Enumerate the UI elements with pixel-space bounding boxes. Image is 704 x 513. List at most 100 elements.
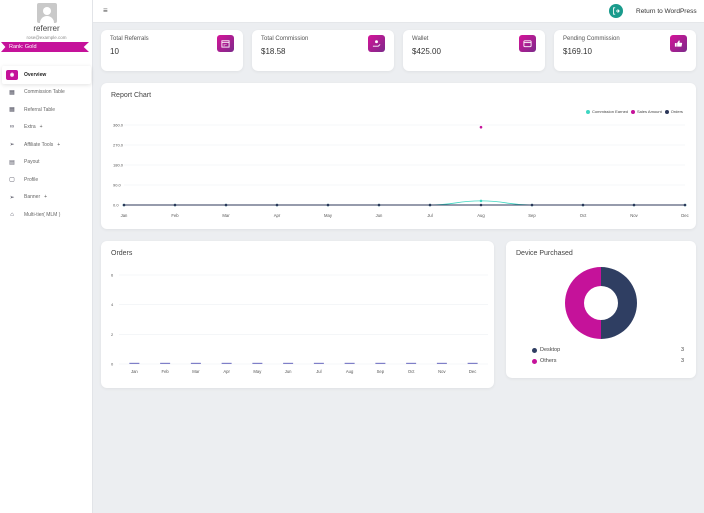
stat-value: $425.00 — [412, 47, 441, 56]
expand-plus-icon[interactable]: + — [39, 124, 43, 131]
sidebar: referrer rose@example.com Rank: Gold ◉ Ov… — [0, 0, 93, 513]
legend-swatch — [532, 347, 537, 353]
thumbs-up-icon — [670, 35, 687, 52]
stat-card-wallet: Wallet $425.00 — [403, 30, 545, 71]
data-point — [479, 199, 483, 203]
user-name: referrer — [33, 24, 60, 33]
link-icon: ∞ — [9, 124, 15, 131]
sidebar-item-label: Payout — [24, 159, 40, 166]
x-tick-label: Oct — [408, 369, 415, 374]
x-tick-label: Feb — [162, 369, 170, 374]
bar — [467, 362, 478, 364]
x-tick-label: Aug — [477, 213, 485, 218]
sidebar-item-overview[interactable]: ◉ Overview — [2, 66, 91, 84]
card-title: Report Chart — [111, 92, 152, 99]
sidebar-item-referral-table[interactable]: ▦ Referral Table — [0, 101, 93, 119]
y-tick-label: 4 — [111, 302, 114, 307]
data-point — [581, 203, 585, 207]
inbox-icon: ⌂ — [10, 211, 14, 218]
sidebar-item-label: Referral Table — [24, 106, 56, 113]
data-point — [122, 203, 126, 207]
x-tick-label: Apr — [274, 213, 281, 218]
bar — [313, 362, 324, 364]
x-tick-label: Oct — [580, 213, 587, 218]
orders-bar-chart: 0 2 4 6 Jan Feb Mar Apr May Jun Jul Aug Sep Oct Nov Dec — [111, 273, 488, 374]
x-tick-label: Nov — [438, 369, 446, 374]
card-title: Device Purchased — [516, 250, 573, 257]
legend-label: Desktop — [540, 347, 561, 353]
sidebar-item-payout[interactable]: ▤ Payout — [0, 154, 93, 172]
device-legend-value: 3 — [681, 358, 685, 364]
bar — [221, 362, 232, 364]
x-tick-label: Mar — [222, 213, 230, 218]
exit-icon[interactable] — [609, 4, 623, 18]
stat-label: Total Commission — [261, 36, 309, 42]
chart-legend: Commission Earned Sales Amount Orders — [583, 109, 683, 114]
sidebar-item-affiliate-tools[interactable]: ➢ Affiliate Tools + — [0, 136, 93, 154]
send-icon: ➢ — [9, 194, 15, 201]
expand-plus-icon[interactable]: + — [57, 141, 61, 148]
table-icon: ▦ — [9, 89, 15, 96]
x-tick-label: Mar — [192, 369, 200, 374]
legend-swatch — [631, 109, 636, 114]
sidebar-item-commission-table[interactable]: ▦ Commission Table — [0, 84, 93, 102]
device-purchased-card: Device Purchased Desktop 3 Others 3 — [506, 241, 696, 378]
stat-value: 10 — [110, 47, 119, 56]
stat-label: Pending Commission — [563, 36, 620, 42]
donut-slice-others — [565, 267, 601, 339]
stat-value: $169.10 — [563, 47, 592, 56]
data-point — [173, 203, 177, 207]
report-line-chart: 0.0 90.0 180.0 270.0 360.0 Jan Feb Mar Apr May Jun… — [113, 123, 689, 219]
avatar — [37, 3, 57, 23]
stat-card-pending-commission: Pending Commission $169.10 — [554, 30, 696, 71]
x-tick-label: Sep — [377, 369, 385, 374]
x-tick-label: Aug — [346, 369, 354, 374]
x-tick-label: Feb — [171, 213, 179, 218]
y-tick-label: 90.0 — [113, 183, 122, 188]
x-tick-label: Jul — [316, 369, 321, 374]
legend-label: Others — [540, 358, 557, 364]
sidebar-item-banner[interactable]: ➢ Banner + — [0, 189, 93, 207]
bar — [129, 362, 140, 364]
legend-label: Commission Earned — [592, 109, 629, 114]
hand-coin-icon — [368, 35, 385, 52]
sidebar-item-profile[interactable]: ▢ Profile — [0, 171, 93, 189]
y-tick-label: 180.0 — [113, 163, 124, 168]
legend-label: Sales Amount — [637, 109, 662, 114]
table-icon: ▦ — [9, 107, 15, 114]
x-tick-label: Dec — [681, 213, 688, 218]
sidebar-item-multi-tier-mlm[interactable]: ⌂ Multi-tier( MLM ) — [0, 206, 93, 224]
orders-chart-card: Orders 0 2 4 6 Jan Feb Mar Apr May Jun Jul Aug Sep Oc… — [101, 241, 494, 388]
return-to-wordpress-link[interactable]: Return to WordPress — [636, 8, 697, 15]
y-tick-label: 270.0 — [113, 143, 124, 148]
sidebar-item-label: Affiliate Tools — [24, 141, 54, 148]
bar — [436, 362, 447, 364]
bar — [375, 362, 386, 364]
donut-slice-desktop — [601, 267, 637, 339]
data-point — [683, 203, 687, 207]
y-tick-label: 2 — [111, 332, 114, 337]
sidebar-item-label: Multi-tier( MLM ) — [24, 211, 61, 218]
sidebar-item-label: Banner — [24, 194, 41, 201]
x-tick-label: May — [324, 213, 333, 218]
data-point — [479, 203, 483, 207]
data-point — [428, 203, 432, 207]
y-tick-label: 6 — [111, 273, 114, 278]
device-legend-value: 3 — [681, 347, 685, 353]
sidebar-item-label: Profile — [24, 176, 39, 183]
send-icon: ➢ — [9, 142, 15, 149]
stat-label: Total Referrals — [110, 36, 149, 42]
eye-icon: ◉ — [6, 69, 18, 80]
menu-toggle-icon[interactable]: ≡ — [103, 6, 108, 15]
data-point — [479, 125, 483, 129]
x-tick-label: Jun — [285, 369, 292, 374]
x-tick-label: Nov — [630, 213, 638, 218]
sidebar-item-extra[interactable]: ∞ Extra + — [0, 119, 93, 137]
data-point — [377, 203, 381, 207]
series-line-commission-earned — [124, 200, 685, 206]
x-tick-label: Jun — [376, 213, 383, 218]
x-tick-label: Dec — [469, 369, 476, 374]
expand-plus-icon[interactable]: + — [44, 194, 48, 201]
x-tick-label: May — [253, 369, 262, 374]
stat-card-total-commission: Total Commission $18.58 — [252, 30, 394, 71]
